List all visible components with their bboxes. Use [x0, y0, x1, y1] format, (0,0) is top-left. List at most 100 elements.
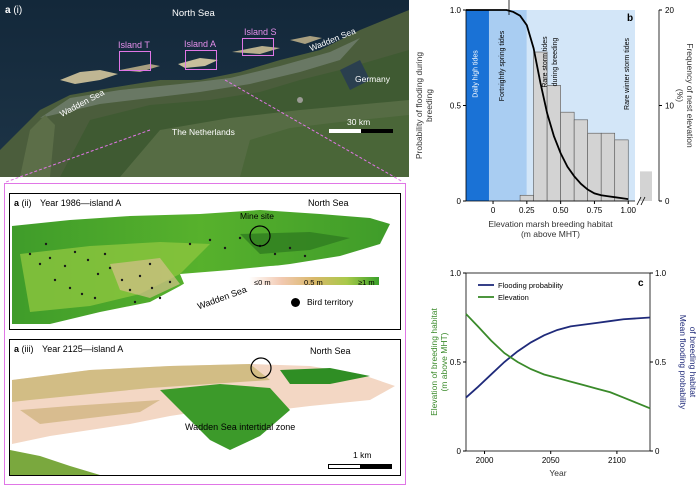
year-label: Year 1986—island A [40, 198, 122, 208]
panel-sub: (ii) [21, 198, 32, 208]
y-left-tick-label: 1.0 [450, 269, 462, 278]
island-1986-elevation-map [12, 210, 390, 324]
tide-zone-band [488, 10, 527, 201]
mine-site-circle [249, 225, 271, 247]
x-axis-label: (m above MHT) [521, 229, 580, 239]
scale-label: 1 km [353, 450, 372, 460]
x-tick-label: 2000 [476, 456, 494, 465]
y-axis-label-left: Probability of flooding during [414, 52, 424, 160]
north-sea-label: North Sea [172, 8, 215, 19]
island-a-detail-frame [4, 183, 406, 485]
island-2125-elevation-map [10, 357, 395, 475]
mine-site-label: Mine site [240, 211, 275, 221]
bird-territory-dots [28, 236, 307, 304]
bird-territory-legend-label: Bird territory [307, 297, 354, 307]
plot-frame [465, 272, 651, 452]
panel-a-iii-label: a (iii) Year 2125—island A [14, 344, 123, 354]
panel-letter: a [14, 198, 20, 208]
north-sea-label: North Sea [310, 346, 351, 356]
panel-b-letter: b [627, 13, 633, 24]
y-left-tick-label: 1.0 [450, 6, 462, 15]
y-axis-label-left: breeding [424, 89, 434, 122]
y-axis-label-right: (%) [675, 89, 685, 102]
x-axis-label: Elevation marsh breeding habitat [488, 219, 613, 229]
panel-a-iii: a (iii) Year 2125—island A North Sea Wad… [9, 339, 401, 476]
series-line-0 [465, 316, 651, 399]
mine-site-circle-2125 [250, 357, 272, 379]
y-left-tick-label: 0 [457, 197, 462, 206]
chart-c-time-series: 0 0 0.5 0.5 1.0 1.0 2000 2050 2100 Year Elevation … [429, 269, 698, 478]
satellite-map-image [0, 0, 409, 177]
satellite-map-panel: a (i) North Sea Island T Island A Island… [0, 0, 409, 177]
y-axis-label-left: Elevation of breeding habitat [429, 307, 439, 415]
zoom-line-left [5, 129, 151, 183]
island-t-box [119, 51, 151, 71]
map-scale-bar [329, 129, 393, 133]
histogram-bar [614, 139, 629, 202]
island-a-box [185, 50, 217, 70]
panel-c-letter: c [638, 278, 644, 289]
island-s-box [242, 38, 274, 56]
histogram-bar [600, 132, 616, 202]
legend-label: Elevation [498, 293, 529, 302]
tide-zone-label: Rare winter storm tides [624, 38, 631, 110]
x-tick-label: 0.25 [519, 206, 535, 215]
panel-sub: (i) [13, 5, 23, 16]
panel-sub: (iii) [21, 344, 34, 354]
y-left-tick-label: 0.5 [450, 102, 462, 111]
panel-letter: a [14, 344, 20, 354]
x-tick-label: 2100 [608, 456, 626, 465]
y-right-tick-label: 10 [665, 102, 674, 111]
y-axis-label-right: of breeding habitat [688, 327, 698, 398]
tide-zone-label: during breeding [552, 38, 559, 87]
y-right-tick-label: 0.5 [655, 358, 667, 367]
x-tick-label: 2050 [542, 456, 560, 465]
panel-a-i-label: a (i) [5, 5, 22, 16]
island-s-label: Island S [244, 27, 277, 37]
legend-0-label: ≤0 m [254, 278, 271, 287]
axis-break-mark [636, 196, 646, 206]
wadden-intertidal-label: Wadden Sea intertidal zone [185, 422, 296, 432]
zoom-line-right [224, 79, 404, 183]
tide-zone-label: Daily high tides [472, 50, 479, 98]
elevation-legend-bar [249, 277, 379, 285]
zoom-connector-lines [5, 79, 404, 183]
histogram-bar [519, 194, 534, 202]
year-label: Year 2125—island A [42, 344, 124, 354]
histogram-bar [546, 85, 561, 202]
map-scale-label: 30 km [347, 117, 371, 127]
x-axis-label: Year [549, 468, 566, 478]
netherlands-label: The Netherlands [172, 127, 235, 137]
x-tick-label: 0.50 [553, 206, 569, 215]
y-left-tick-label: 0.5 [450, 358, 462, 367]
x-tick-label: 0.75 [587, 206, 603, 215]
bird-territory-legend-dot [291, 298, 300, 307]
legend-05-label: 0.5 m [304, 278, 323, 287]
y-right-tick-label: 0 [665, 197, 670, 206]
island-t-label: Island T [118, 40, 150, 50]
histogram-overflow-bar [640, 171, 652, 201]
x-tick-label: 0 [491, 206, 496, 215]
legend-1-label: ≥1 m [358, 278, 375, 287]
y-axis-label-left: (m above MHT) [439, 332, 449, 391]
legend-label: Flooding probability [498, 281, 563, 290]
y-axis-label-right: Frequency of nest elevation [685, 43, 695, 148]
panel-a-ii: a (ii) Year 1986—island A North Sea Mine… [9, 193, 401, 330]
y-right-tick-label: 20 [665, 6, 674, 15]
tide-zone-label: Rare storm tides [542, 36, 549, 88]
germany-label: Germany [355, 74, 390, 84]
panel-a-ii-label: a (ii) Year 1986—island A [14, 198, 121, 208]
island-a-label: Island A [184, 39, 217, 49]
north-sea-label: North Sea [308, 198, 349, 208]
y-axis-label-right: Mean flooding probability [678, 315, 688, 410]
flooding-probability-curve [466, 9, 629, 200]
panel-letter: a [5, 5, 11, 16]
tide-zone-label: Fortnightly spring tides [499, 30, 506, 101]
y-right-tick-label: 0 [655, 447, 660, 456]
x-tick-label: 1.00 [620, 206, 636, 215]
y-left-tick-label: 0 [457, 447, 462, 456]
series-line-1 [465, 313, 651, 410]
scale-bar [328, 464, 392, 469]
y-right-tick-label: 1.0 [655, 269, 667, 278]
